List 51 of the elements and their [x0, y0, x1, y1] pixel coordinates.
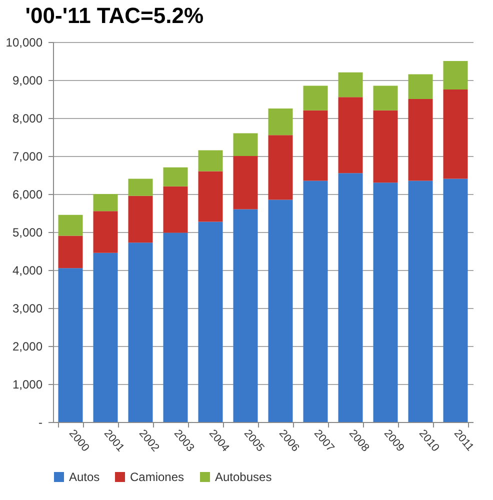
y-tick-label: 8,000 [12, 112, 43, 126]
bar [408, 180, 433, 422]
bar [128, 178, 153, 196]
bar [268, 135, 293, 200]
bar [373, 182, 398, 422]
chart-title: '00-'11 TAC=5.2% [25, 3, 204, 28]
bar [303, 180, 328, 422]
bar [93, 194, 118, 212]
bar [373, 86, 398, 110]
bar [303, 110, 328, 181]
bar [338, 97, 363, 174]
bar [443, 61, 468, 90]
bar [93, 252, 118, 422]
bar [338, 173, 363, 422]
bar [58, 268, 83, 422]
bar [198, 222, 223, 422]
y-tick-label: 9,000 [12, 74, 43, 88]
bar [408, 74, 433, 99]
y-tick-label: 1,000 [12, 378, 43, 392]
bar [163, 167, 188, 186]
bar [128, 196, 153, 243]
y-tick-label: 2,000 [12, 340, 43, 354]
bar [163, 232, 188, 422]
bar [93, 211, 118, 253]
bar [338, 72, 363, 98]
y-tick-label: - [38, 416, 42, 430]
bar [408, 99, 433, 181]
y-tick-label: 6,000 [12, 188, 43, 202]
bar [58, 236, 83, 268]
legend-label: Autos [69, 470, 100, 484]
bar [268, 200, 293, 422]
y-tick-label: 3,000 [12, 302, 43, 316]
legend-label: Autobuses [215, 470, 272, 484]
bar [268, 108, 293, 136]
bar [303, 86, 328, 110]
bar [198, 150, 223, 172]
y-tick-label: 5,000 [12, 226, 43, 240]
bar [198, 171, 223, 222]
bar [58, 214, 83, 236]
y-tick-label: 4,000 [12, 264, 43, 278]
bar [163, 186, 188, 233]
y-tick-label: 10,000 [6, 36, 43, 50]
y-tick-label: 7,000 [12, 150, 43, 164]
bar [233, 156, 258, 210]
legend-label: Camiones [130, 470, 184, 484]
bar [443, 90, 468, 179]
bar [233, 133, 258, 156]
bar [443, 178, 468, 422]
bar [128, 242, 153, 422]
bar [233, 209, 258, 422]
bar [373, 110, 398, 183]
